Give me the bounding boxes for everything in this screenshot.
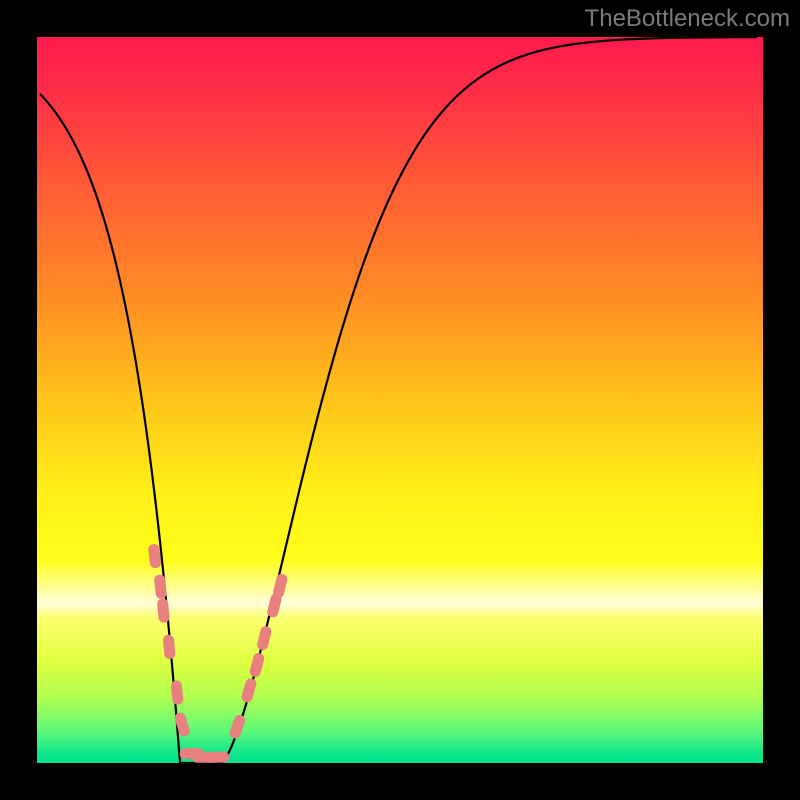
- plot-area: [37, 37, 763, 763]
- data-marker: [205, 751, 229, 763]
- chart-svg: [37, 37, 763, 763]
- gradient-background: [37, 37, 763, 763]
- chart-container: TheBottleneck.com: [0, 0, 800, 800]
- watermark-text: TheBottleneck.com: [585, 5, 790, 33]
